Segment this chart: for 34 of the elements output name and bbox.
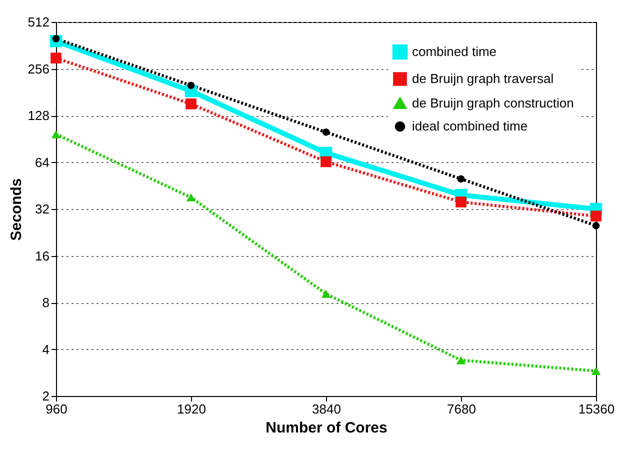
point — [187, 82, 195, 90]
point — [456, 196, 466, 208]
point — [50, 52, 62, 64]
point — [457, 175, 465, 183]
x-tick-label: 3840 — [312, 402, 341, 416]
point — [592, 222, 600, 230]
point — [321, 290, 331, 298]
point — [591, 366, 601, 375]
y-tick-label: 32 — [35, 202, 50, 216]
y-tick-label: 512 — [28, 14, 50, 30]
point — [320, 156, 332, 168]
y-tick-label: 8 — [42, 295, 50, 310]
y-tick-label: 256 — [28, 61, 50, 76]
x-axis-title: Number of Cores — [266, 420, 388, 436]
legend-label: de Bruijn graph traversal — [412, 71, 554, 86]
y-tick-label: 4 — [42, 342, 50, 357]
legend-label: combined time — [412, 44, 497, 59]
legend-label: ideal combined time — [412, 118, 528, 134]
y-tick-label: 16 — [35, 248, 50, 264]
x-tick-label: 15360 — [578, 402, 615, 416]
point — [322, 128, 330, 136]
point — [186, 98, 196, 110]
x-tick-label: 1920 — [177, 402, 206, 416]
x-tick-label: 7680 — [447, 402, 476, 416]
y-tick-label: 64 — [35, 154, 50, 170]
y-axis-title: Seconds — [8, 178, 25, 241]
point — [51, 130, 61, 138]
y-tick-label: 128 — [28, 108, 50, 123]
point — [456, 356, 466, 364]
legend-label: de Bruijn graph construction — [412, 96, 574, 110]
y-tick-label: 2 — [42, 388, 50, 404]
point — [590, 210, 602, 222]
point — [186, 193, 196, 202]
x-tick-label: 960 — [46, 402, 68, 416]
